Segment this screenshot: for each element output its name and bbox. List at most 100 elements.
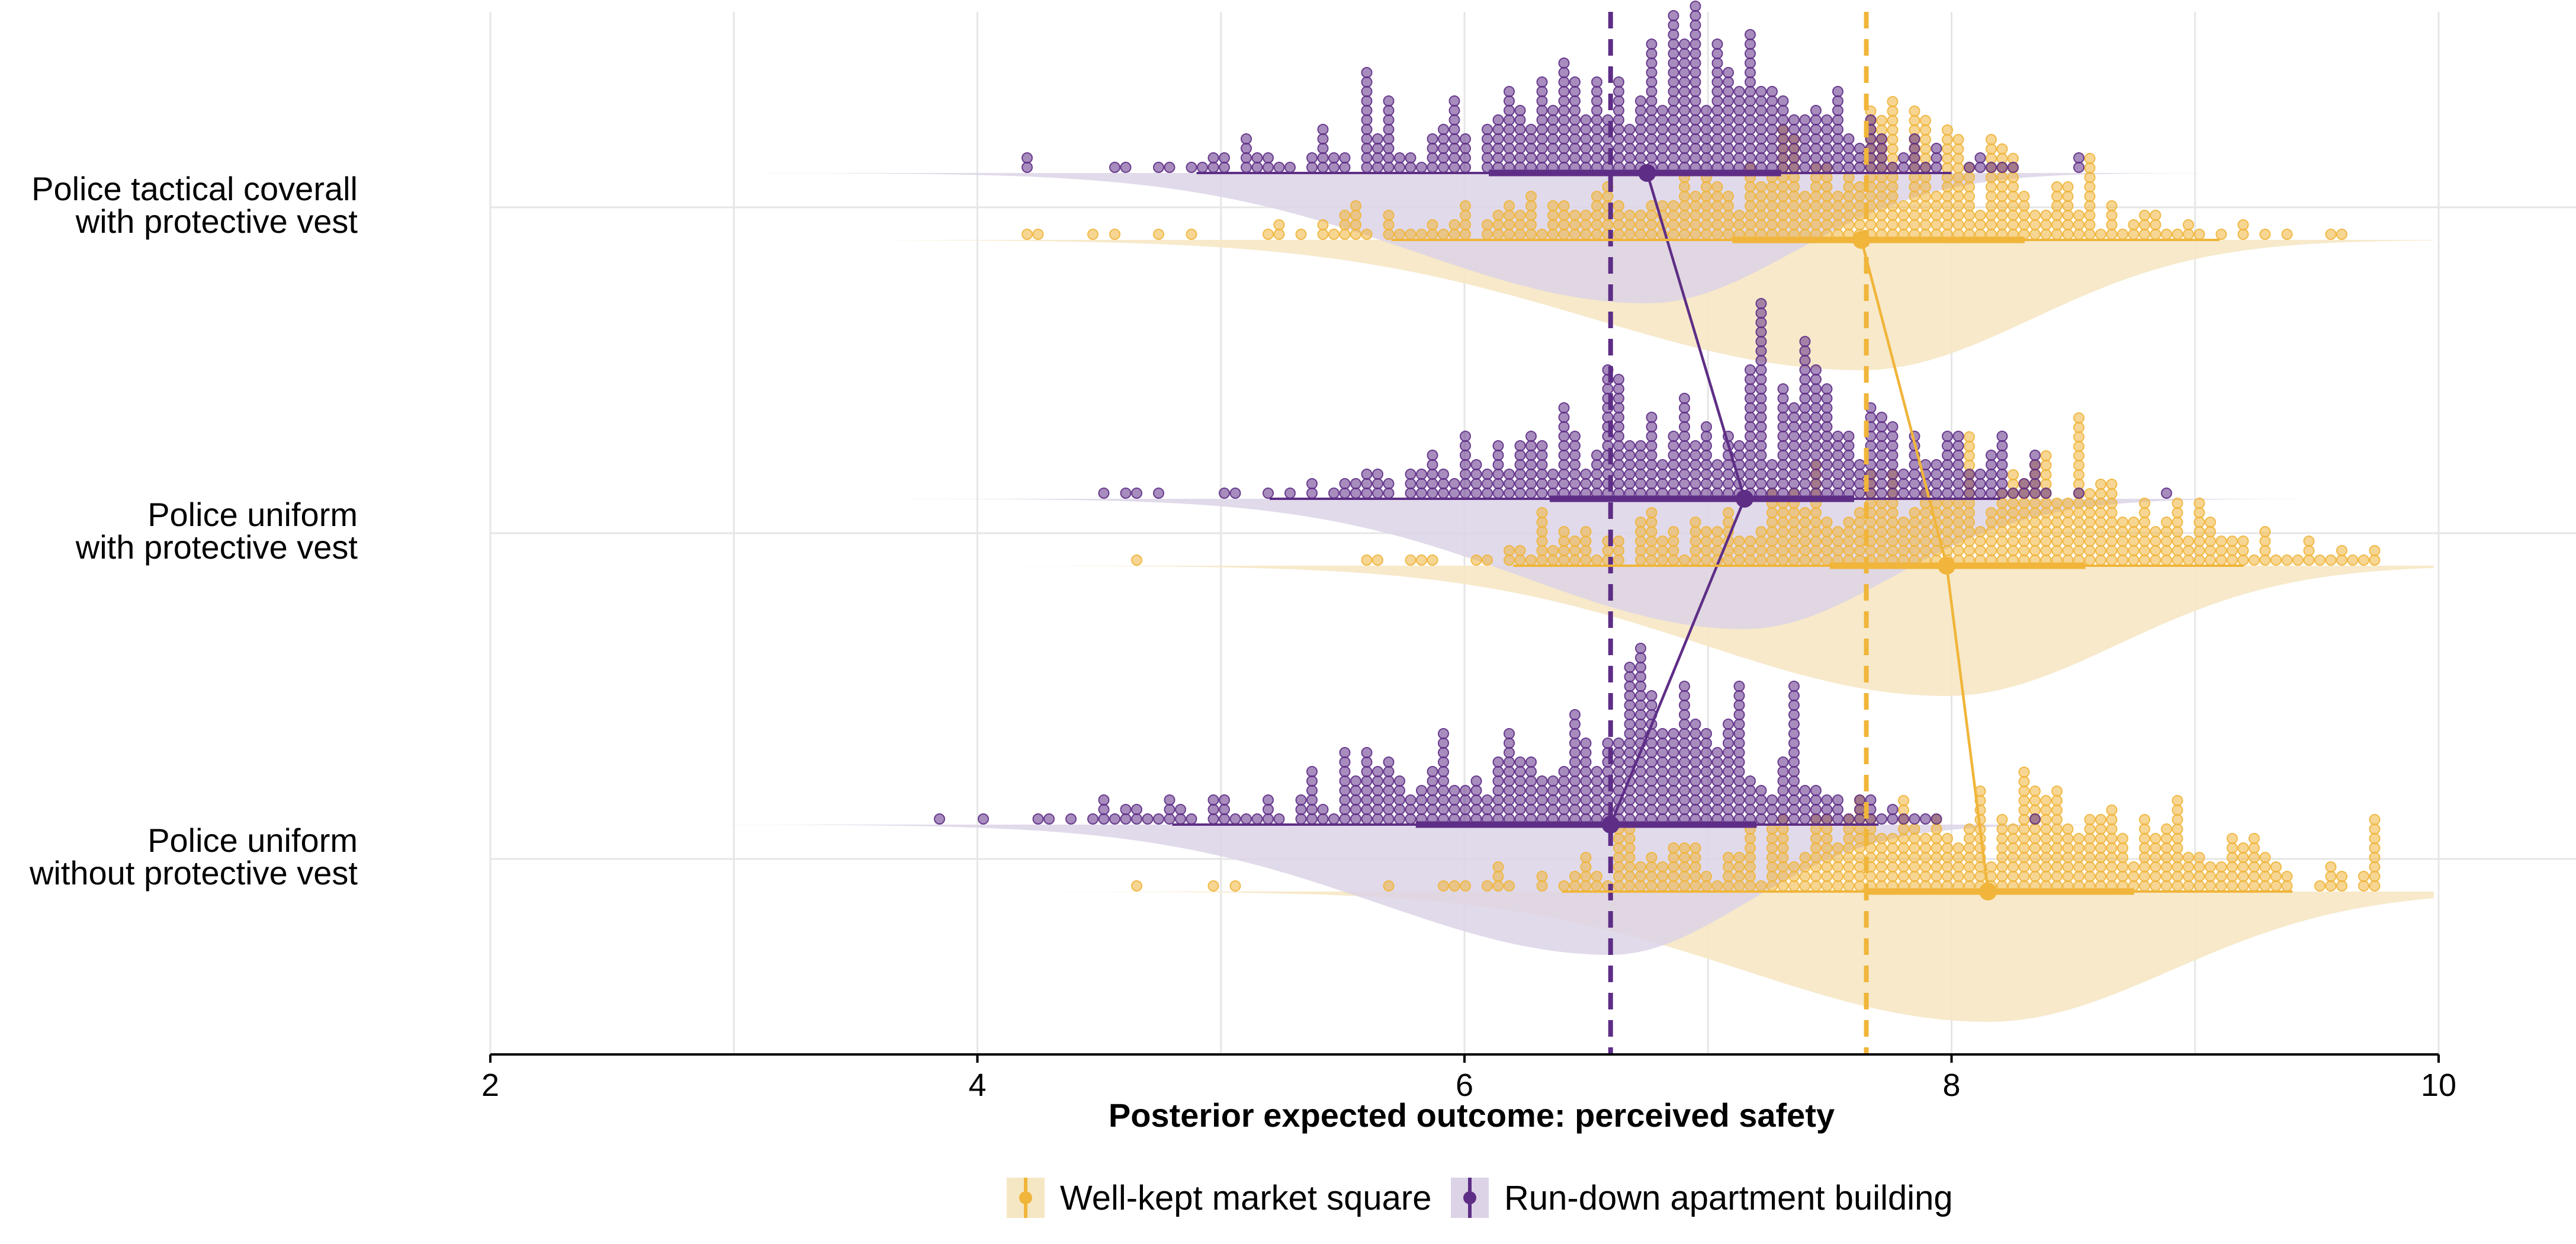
data-dot xyxy=(1613,469,1624,480)
data-dot xyxy=(1843,191,1855,202)
data-dot xyxy=(2205,880,2216,892)
data-dot xyxy=(1470,488,1482,499)
data-dot xyxy=(1920,210,1931,221)
data-dot xyxy=(2183,219,2194,230)
data-dot xyxy=(2029,488,2041,499)
data-dot xyxy=(1788,738,1800,749)
data-dot xyxy=(1701,880,1712,892)
data-dot xyxy=(1372,143,1383,154)
x-tick-label: 8 xyxy=(1942,1067,1960,1103)
data-dot xyxy=(1569,775,1581,787)
data-dot xyxy=(1383,229,1395,240)
data-dot xyxy=(1766,871,1778,882)
data-dot xyxy=(1821,181,1833,193)
data-dot xyxy=(2084,833,2096,844)
data-dot xyxy=(2106,210,2118,221)
data-dot xyxy=(1723,794,1734,806)
data-dot xyxy=(2018,804,2030,816)
data-dot xyxy=(1492,440,1504,451)
data-dot xyxy=(1263,794,1274,806)
data-dot xyxy=(2139,871,2150,882)
data-dot xyxy=(1613,880,1624,892)
data-dot xyxy=(1723,67,1734,78)
data-dot xyxy=(1646,861,1658,873)
data-dot xyxy=(1492,880,1504,892)
data-dot xyxy=(1679,124,1690,135)
data-dot xyxy=(2084,507,2096,518)
data-dot xyxy=(1547,133,1559,145)
data-dot xyxy=(1723,880,1734,892)
data-dot xyxy=(2259,861,2271,873)
data-dot xyxy=(1755,478,1767,489)
data-dot xyxy=(1723,852,1734,863)
data-dot xyxy=(1591,143,1602,154)
data-dot xyxy=(1887,450,1899,461)
data-dot xyxy=(1547,545,1559,556)
data-dot xyxy=(1898,469,1909,480)
data-dot xyxy=(2117,545,2128,556)
data-dot xyxy=(2161,842,2172,854)
data-dot xyxy=(2161,488,2172,499)
data-dot xyxy=(2172,823,2183,835)
data-dot xyxy=(1613,450,1624,461)
data-dot xyxy=(2018,795,2030,806)
data-dot xyxy=(2018,814,2030,825)
data-dot xyxy=(1591,191,1602,202)
data-dot xyxy=(1690,469,1701,480)
data-dot xyxy=(1777,143,1789,154)
data-dot xyxy=(1383,880,1395,892)
data-dot xyxy=(1504,200,1515,211)
data-dot xyxy=(1668,554,1679,566)
data-dot xyxy=(1777,459,1789,470)
data-dot xyxy=(2347,554,2359,566)
data-dot xyxy=(1832,794,1843,806)
data-dot xyxy=(1448,785,1460,796)
data-dot xyxy=(1558,219,1570,230)
data-dot xyxy=(1646,48,1658,59)
data-dot xyxy=(1799,478,1811,489)
data-dot xyxy=(1777,756,1789,768)
data-dot xyxy=(2161,871,2172,882)
data-dot xyxy=(1679,738,1690,749)
data-dot xyxy=(1745,852,1756,863)
data-dot xyxy=(2040,861,2052,873)
data-dot xyxy=(1755,526,1767,537)
data-dot xyxy=(1854,210,1865,221)
data-dot xyxy=(2029,536,2041,547)
data-dot xyxy=(1974,871,1986,882)
data-dot xyxy=(1942,833,1953,844)
data-dot xyxy=(2073,412,2084,424)
data-dot xyxy=(1668,766,1679,777)
data-dot xyxy=(1164,813,1175,825)
data-dot xyxy=(1701,450,1712,461)
data-dot xyxy=(1470,554,1482,566)
data-dot xyxy=(1690,229,1701,240)
data-dot xyxy=(2095,823,2106,835)
data-dot xyxy=(1690,1,1701,12)
data-dot xyxy=(1613,861,1624,873)
data-dot xyxy=(1646,57,1658,69)
data-dot xyxy=(1657,804,1668,815)
data-dot xyxy=(1711,200,1723,211)
data-dot xyxy=(1580,219,1592,230)
data-dot xyxy=(1931,162,1942,173)
data-dot xyxy=(1942,219,1953,230)
data-dot xyxy=(1832,804,1843,815)
data-dot xyxy=(1876,143,1887,154)
data-dot xyxy=(1372,478,1383,489)
data-dot xyxy=(1383,804,1395,815)
data-dot xyxy=(2237,554,2249,566)
data-dot xyxy=(1624,440,1636,451)
density-slab xyxy=(1062,892,2434,1022)
data-dot xyxy=(1668,105,1679,116)
data-dot xyxy=(1624,738,1636,749)
data-dot xyxy=(2008,162,2019,173)
data-dot xyxy=(2369,852,2381,863)
data-dot xyxy=(2259,536,2271,547)
data-dot xyxy=(1986,469,1997,480)
data-dot xyxy=(1383,162,1395,173)
data-dot xyxy=(1295,794,1307,806)
data-dot xyxy=(1952,526,1964,537)
data-dot xyxy=(2029,842,2041,854)
data-dot xyxy=(1492,794,1504,806)
